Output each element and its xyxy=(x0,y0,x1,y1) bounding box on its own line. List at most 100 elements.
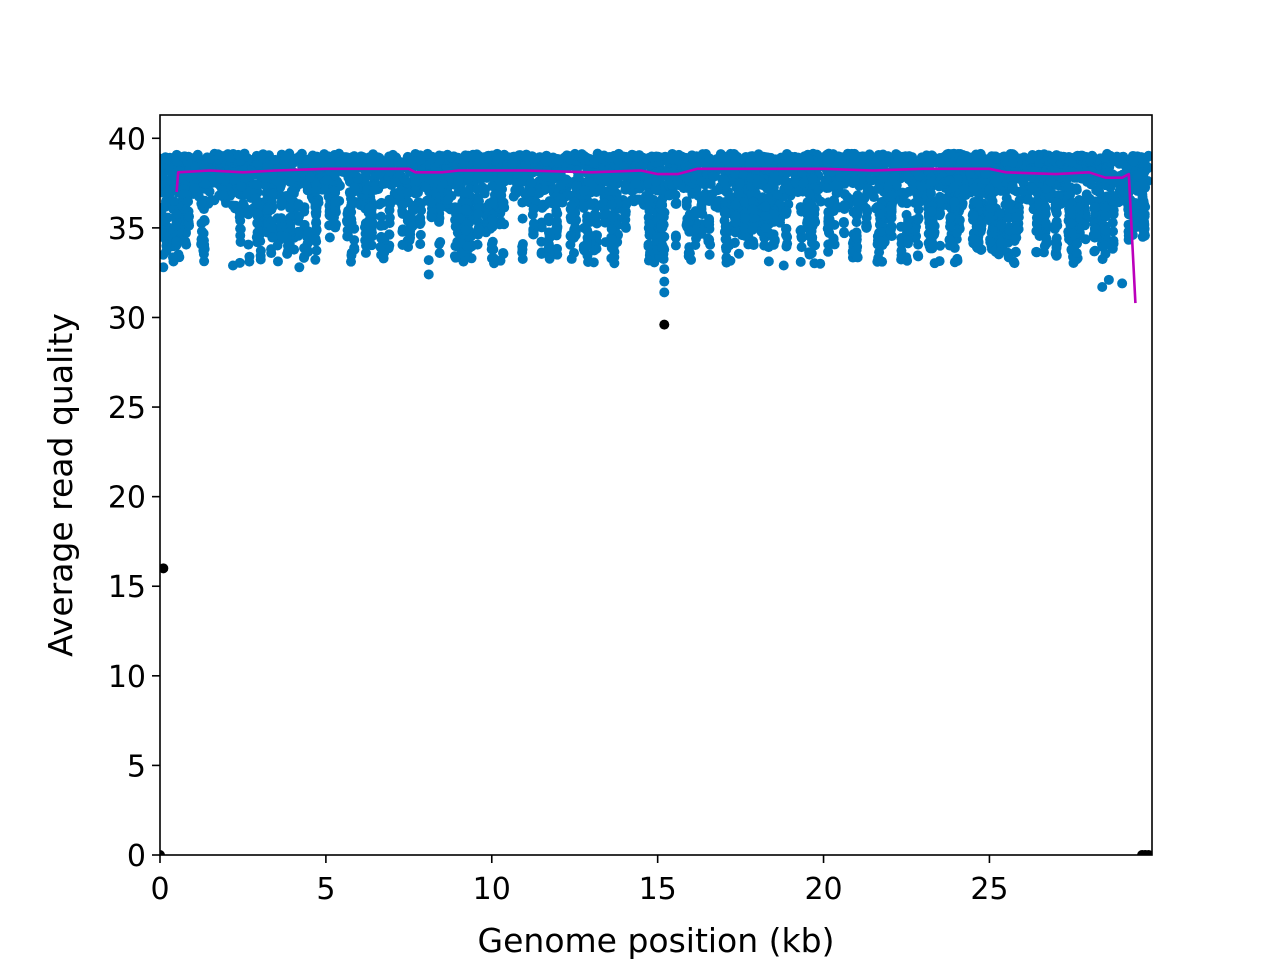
data-point xyxy=(303,246,314,257)
data-point xyxy=(1128,156,1139,167)
data-point xyxy=(431,174,442,185)
data-point xyxy=(968,210,979,221)
data-point xyxy=(204,186,215,197)
data-point xyxy=(233,149,244,160)
data-point xyxy=(805,227,816,238)
data-point xyxy=(544,197,555,208)
data-point xyxy=(780,208,791,219)
data-point xyxy=(416,205,427,216)
data-point xyxy=(902,255,913,266)
data-point xyxy=(1105,174,1116,185)
data-point xyxy=(426,211,437,222)
data-point xyxy=(1089,246,1100,257)
data-point xyxy=(517,213,528,224)
data-point xyxy=(903,172,914,183)
data-point xyxy=(461,241,472,252)
data-point xyxy=(1130,199,1141,210)
data-point xyxy=(527,209,538,220)
data-point xyxy=(734,178,745,189)
data-point xyxy=(487,197,498,208)
data-point xyxy=(1065,218,1076,229)
data-point xyxy=(460,204,471,215)
data-point xyxy=(949,257,960,268)
data-point xyxy=(670,189,681,200)
data-point xyxy=(322,175,333,186)
data-point xyxy=(944,234,955,245)
data-point xyxy=(1007,149,1018,160)
data-point xyxy=(1003,252,1014,263)
x-tick-label: 15 xyxy=(639,872,677,907)
data-point xyxy=(644,219,655,230)
data-point xyxy=(160,216,167,227)
data-point xyxy=(655,232,666,243)
data-point xyxy=(721,221,732,232)
y-tick-label: 25 xyxy=(108,391,146,426)
x-axis-label: Genome position (kb) xyxy=(478,921,835,960)
data-point xyxy=(581,240,592,251)
data-point xyxy=(585,199,596,210)
data-point xyxy=(1139,218,1150,229)
data-point xyxy=(473,196,484,207)
data-point xyxy=(790,177,801,188)
data-point xyxy=(651,151,662,162)
data-point xyxy=(361,184,372,195)
data-point xyxy=(311,225,322,236)
data-point xyxy=(659,276,670,287)
data-point xyxy=(1102,148,1113,159)
data-point xyxy=(189,161,200,172)
data-point xyxy=(959,184,970,195)
data-point xyxy=(782,181,793,192)
data-point xyxy=(613,148,624,159)
data-point xyxy=(227,260,238,271)
data-point xyxy=(566,214,577,225)
data-point xyxy=(630,178,641,189)
data-point xyxy=(537,202,548,213)
data-point xyxy=(1108,238,1119,249)
data-point xyxy=(760,210,771,221)
data-point xyxy=(1038,247,1049,258)
data-point xyxy=(267,232,278,243)
data-point xyxy=(324,232,335,243)
data-point xyxy=(704,196,715,207)
data-point xyxy=(350,155,361,166)
data-point xyxy=(810,240,821,251)
data-point xyxy=(823,239,834,250)
data-point xyxy=(498,248,509,259)
data-point xyxy=(824,154,835,165)
data-point xyxy=(781,148,792,159)
data-point xyxy=(160,249,169,260)
data-point xyxy=(520,151,531,162)
data-point xyxy=(553,156,564,167)
data-point xyxy=(912,250,923,261)
data-point xyxy=(1090,229,1101,240)
data-point xyxy=(656,222,667,233)
data-point xyxy=(945,221,956,232)
data-point xyxy=(479,188,490,199)
data-point xyxy=(460,187,471,198)
data-point xyxy=(949,197,960,208)
data-point xyxy=(1051,208,1062,219)
data-point xyxy=(925,188,936,199)
data-point xyxy=(311,206,322,217)
data-point xyxy=(990,151,1001,162)
data-point xyxy=(913,204,924,215)
data-point xyxy=(978,158,989,169)
data-point xyxy=(528,229,539,240)
data-point xyxy=(486,253,497,264)
data-point xyxy=(618,161,629,172)
data-point xyxy=(376,249,387,260)
data-point xyxy=(796,242,807,253)
data-point xyxy=(1051,242,1062,253)
data-point xyxy=(659,287,670,298)
data-point xyxy=(486,244,497,255)
data-point xyxy=(227,200,238,211)
data-point xyxy=(171,236,182,247)
data-point xyxy=(748,239,759,250)
data-point xyxy=(595,184,606,195)
data-point xyxy=(434,216,445,227)
data-point xyxy=(763,256,774,267)
data-point xyxy=(809,204,820,215)
data-point xyxy=(913,239,924,250)
data-point xyxy=(666,154,677,165)
data-point xyxy=(927,219,938,230)
